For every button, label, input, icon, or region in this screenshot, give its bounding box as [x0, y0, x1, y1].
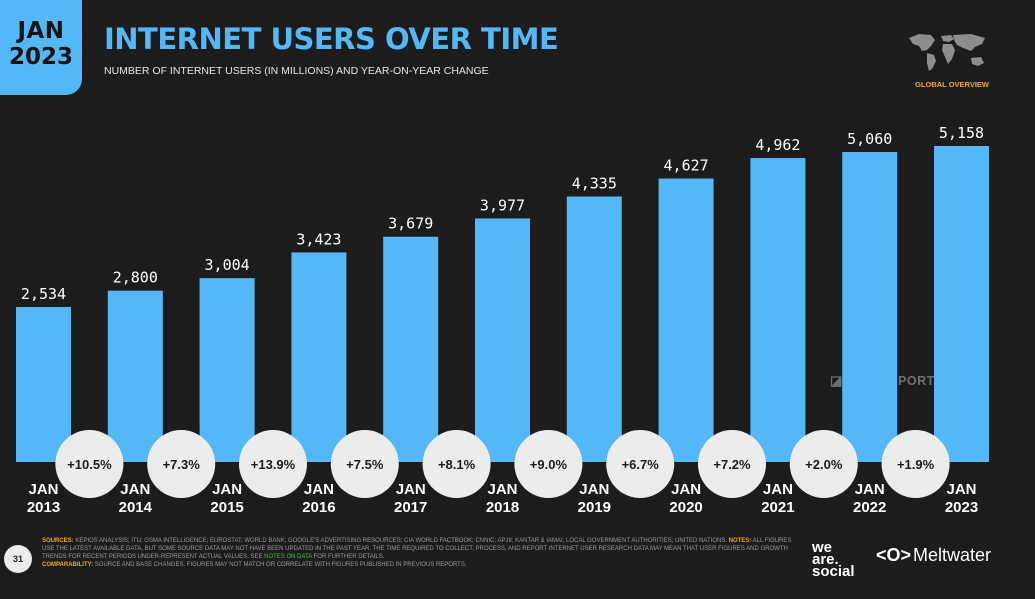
change-badge	[147, 430, 216, 498]
change-label: +10.5%	[67, 457, 112, 472]
bar-value-label: 2,800	[113, 269, 158, 287]
x-tick-label-month: JAN	[671, 481, 701, 498]
meltwater-logo: <O> Meltwater	[876, 545, 991, 566]
notes-text: ALL FIGURES USE THE LATEST AVAILABLE DAT…	[42, 538, 792, 560]
world-map-icon	[909, 34, 985, 71]
we-are-social-logo: we are. social	[812, 539, 855, 580]
change-label: +13.9%	[251, 457, 296, 472]
bar-chart: 2,534JAN20132,800JAN20143,004JAN20153,42…	[16, 124, 989, 516]
x-tick-label-month: JAN	[487, 481, 517, 498]
bar	[16, 307, 71, 462]
change-badge	[422, 430, 491, 498]
x-tick-label-year: 2013	[27, 499, 60, 516]
x-tick-label-year: 2021	[761, 499, 794, 516]
page-number: 31	[4, 545, 32, 573]
bar	[199, 278, 255, 462]
bar	[475, 218, 530, 462]
meltwater-text: Meltwater	[913, 545, 992, 565]
change-badge	[881, 430, 950, 498]
change-badge	[514, 430, 583, 498]
x-tick-label-year: 2019	[578, 499, 611, 516]
footer-sources: SOURCES: KEPIOS ANALYSIS; ITU; GSMA INTE…	[42, 537, 792, 569]
badge-year: 2023	[8, 44, 73, 70]
bar	[750, 158, 806, 462]
bar-value-label: 3,679	[388, 215, 433, 233]
bar-value-label: 4,962	[755, 136, 800, 154]
bar-value-label: 3,004	[205, 256, 250, 274]
logo-social: social	[812, 563, 855, 580]
x-tick-label-month: JAN	[212, 481, 242, 498]
sources-text: KEPIOS ANALYSIS; ITU; GSMA INTELLIGENCE;…	[75, 538, 727, 544]
bar	[566, 196, 622, 462]
x-tick-label-month: JAN	[120, 481, 150, 498]
x-tick-label-month: JAN	[946, 481, 976, 498]
change-badge	[789, 430, 858, 498]
change-label: +1.9%	[897, 457, 935, 472]
meltwater-icon: <O>	[876, 545, 912, 565]
bar	[383, 236, 439, 462]
bar-value-label: 2,534	[21, 285, 66, 303]
sources-label: SOURCES:	[42, 538, 74, 544]
change-label: +7.2%	[713, 457, 751, 472]
x-tick-label-month: JAN	[763, 481, 793, 498]
change-badge	[55, 430, 124, 498]
logo-are: are.	[812, 551, 839, 568]
bar-value-label: 5,158	[939, 124, 984, 142]
datareportal-logo-icon: ◪	[830, 373, 843, 388]
comparability-label: COMPARABILITY:	[42, 562, 94, 568]
x-tick-label-year: 2015	[210, 499, 243, 516]
notes-label: NOTES:	[728, 538, 752, 544]
change-label: +7.3%	[163, 457, 201, 472]
bar-value-label: 5,060	[847, 130, 892, 148]
page-subtitle: NUMBER OF INTERNET USERS (IN MILLIONS) A…	[104, 65, 489, 77]
bar-value-label: 3,423	[296, 230, 341, 248]
notes-on-data-link[interactable]: NOTES ON DATA	[264, 554, 312, 560]
badge-month: JAN	[17, 18, 65, 44]
x-tick-label-year: 2020	[669, 499, 702, 516]
change-badge	[698, 430, 766, 498]
bar	[934, 146, 989, 462]
change-badge	[239, 430, 307, 498]
bar-value-label: 4,335	[572, 174, 617, 192]
x-tick-label-year: 2023	[945, 499, 978, 516]
section-label: GLOBAL OVERVIEW	[915, 80, 989, 89]
change-badge	[330, 430, 399, 498]
x-tick-label-month: JAN	[304, 481, 334, 498]
bar-value-label: 4,627	[664, 157, 709, 175]
comparability-text: SOURCE AND BASE CHANGES. FIGURES MAY NOT…	[94, 562, 467, 568]
change-label: +6.7%	[622, 457, 660, 472]
bar	[107, 290, 163, 462]
page-title: INTERNET USERS OVER TIME	[104, 22, 559, 56]
x-tick-label-year: 2016	[302, 499, 335, 516]
bar	[291, 252, 347, 462]
date-badge: JAN 2023	[0, 0, 82, 95]
change-label: +8.1%	[438, 457, 476, 472]
bar	[842, 152, 898, 463]
x-tick-label-year: 2022	[853, 499, 886, 516]
x-tick-label-month: JAN	[396, 481, 426, 498]
bar	[658, 178, 714, 462]
x-tick-label-month: JAN	[579, 481, 609, 498]
bar-value-label: 3,977	[480, 196, 525, 214]
notes-tail: FOR FURTHER DETAILS.	[313, 554, 385, 560]
x-tick-label-month: JAN	[28, 481, 58, 498]
x-tick-label-year: 2018	[486, 499, 519, 516]
change-badge	[606, 430, 675, 498]
x-tick-label-year: 2014	[119, 499, 153, 516]
logo-we: we	[812, 539, 833, 556]
change-label: +2.0%	[805, 457, 843, 472]
x-tick-label-month: JAN	[855, 481, 885, 498]
change-label: +7.5%	[346, 457, 384, 472]
change-label: +9.0%	[530, 457, 568, 472]
x-tick-label-year: 2017	[394, 499, 427, 516]
